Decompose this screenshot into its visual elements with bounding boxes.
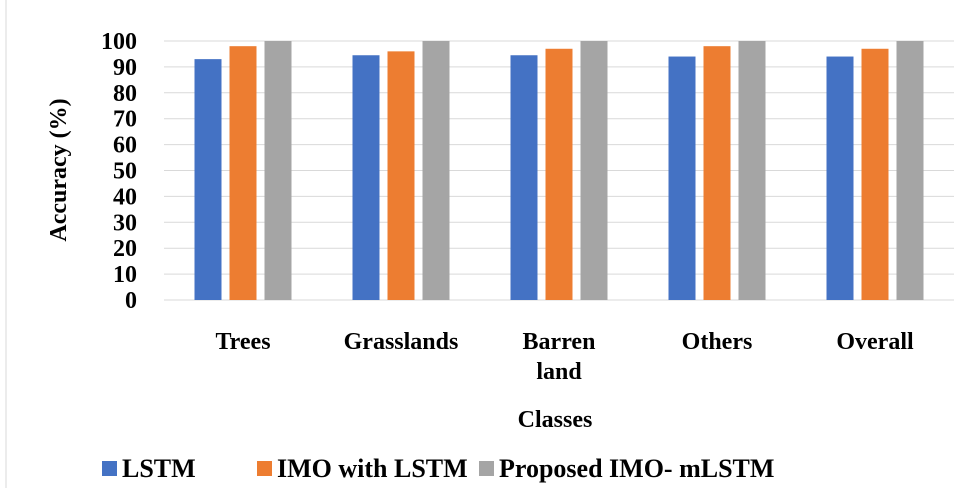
bar-lstm-1 bbox=[352, 55, 380, 301]
bar-imo-with-lstm-4 bbox=[861, 48, 889, 300]
bar-proposed-imo-mlstm-2 bbox=[580, 41, 608, 300]
bar-proposed-imo-mlstm-1 bbox=[422, 41, 450, 300]
y-tick-label: 60 bbox=[113, 133, 137, 159]
y-tick-label: 30 bbox=[113, 210, 137, 236]
bar-lstm-2 bbox=[510, 55, 538, 301]
y-tick-label: 70 bbox=[113, 107, 137, 133]
legend-label: IMO with LSTM bbox=[277, 454, 468, 483]
y-tick-label: 100 bbox=[101, 29, 137, 55]
y-tick-label: 10 bbox=[113, 262, 137, 288]
legend-label: LSTM bbox=[122, 454, 196, 483]
y-tick-label: 80 bbox=[113, 81, 137, 107]
legend-label: Proposed IMO- mLSTM bbox=[499, 454, 774, 483]
bar-proposed-imo-mlstm-3 bbox=[738, 41, 766, 300]
x-axis-title: Classes bbox=[518, 407, 593, 433]
legend-swatch bbox=[257, 461, 272, 476]
bar-imo-with-lstm-1 bbox=[387, 51, 415, 300]
y-tick-label: 20 bbox=[113, 236, 137, 262]
x-category-label: Grasslands bbox=[344, 329, 459, 355]
x-axis-categories: Trees Grasslands Barren land Others Overall bbox=[215, 329, 914, 385]
bar-imo-with-lstm-3 bbox=[703, 46, 731, 301]
bar-imo-with-lstm-2 bbox=[545, 48, 573, 300]
bar-proposed-imo-mlstm-4 bbox=[896, 41, 924, 300]
legend-swatch bbox=[102, 461, 117, 476]
bar-lstm-0 bbox=[194, 59, 222, 300]
bar-lstm-3 bbox=[668, 56, 696, 300]
y-tick-label: 90 bbox=[113, 55, 137, 81]
legend: LSTM IMO with LSTM Proposed IMO- mLSTM bbox=[102, 454, 774, 483]
bar-lstm-4 bbox=[826, 56, 854, 300]
bar-proposed-imo-mlstm-0 bbox=[264, 41, 292, 300]
bars bbox=[194, 41, 924, 301]
x-category-label: land bbox=[536, 359, 582, 385]
y-tick-label: 0 bbox=[125, 288, 137, 314]
x-category-label: Overall bbox=[836, 329, 914, 355]
legend-swatch bbox=[479, 461, 494, 476]
bar-imo-with-lstm-0 bbox=[229, 46, 257, 301]
x-category-label: Trees bbox=[215, 329, 270, 355]
y-axis-title: Accuracy (%) bbox=[46, 98, 72, 241]
y-tick-label: 40 bbox=[113, 184, 137, 210]
x-category-label: Barren bbox=[523, 329, 596, 355]
y-tick-label: 50 bbox=[113, 159, 137, 185]
x-category-label: Others bbox=[682, 329, 753, 355]
